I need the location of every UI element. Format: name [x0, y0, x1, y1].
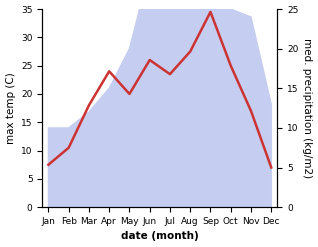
Y-axis label: med. precipitation (kg/m2): med. precipitation (kg/m2): [302, 38, 313, 178]
Y-axis label: max temp (C): max temp (C): [5, 72, 16, 144]
X-axis label: date (month): date (month): [121, 231, 199, 242]
